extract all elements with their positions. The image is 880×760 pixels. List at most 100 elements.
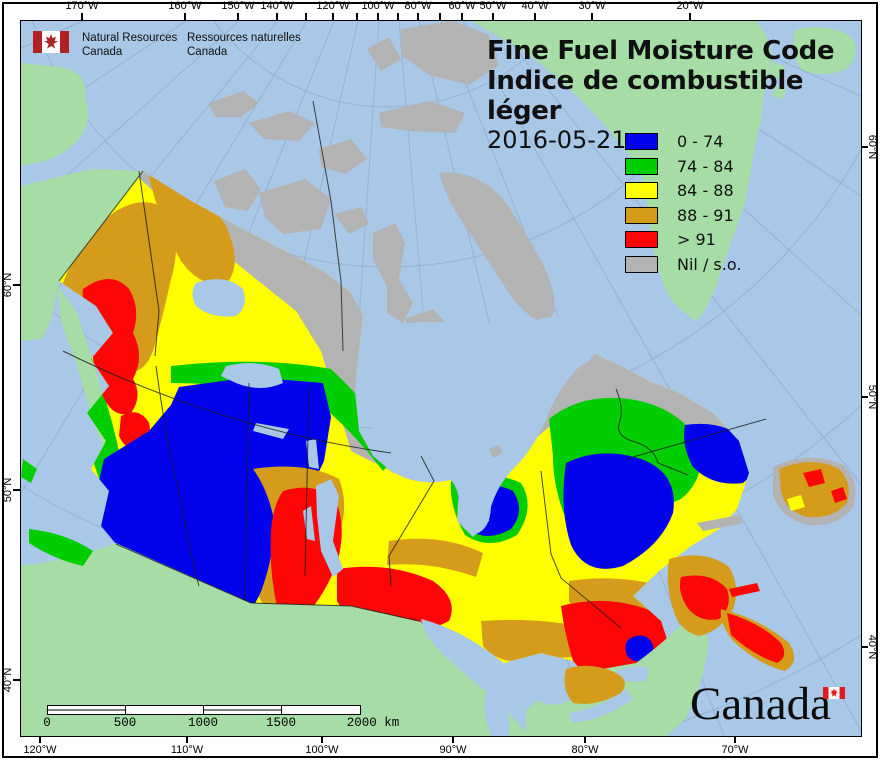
- axis-tick: [861, 146, 868, 148]
- legend-swatch: [625, 255, 658, 273]
- lake-erie: [569, 689, 633, 723]
- axis-tick-label: 100°W: [361, 0, 395, 12]
- alaska: [21, 169, 143, 341]
- legend-item: 0 - 74: [625, 132, 741, 151]
- legend-item-label: > 91: [677, 230, 716, 249]
- axis-tick: [237, 13, 239, 20]
- legend-item: 88 - 91: [625, 205, 741, 225]
- legend-item-label: 74 - 84: [677, 156, 734, 176]
- legend-item: 84 - 88: [625, 181, 741, 200]
- axis-tick-label: 120°W: [23, 744, 57, 756]
- axis-tick: [584, 736, 586, 743]
- axis-tick-label: 50°W: [479, 0, 507, 12]
- axis-tick-label: 40°W: [521, 0, 549, 12]
- axis-tick: [81, 13, 83, 20]
- scale-bar-segment: [126, 706, 204, 714]
- axis-tick-label: 80°W: [404, 0, 432, 12]
- axis-tick: [13, 679, 20, 681]
- legend-swatch: [625, 206, 658, 224]
- chukotka-russia: [21, 63, 88, 166]
- axis-tick: [861, 396, 868, 398]
- scale-bar-label: 2000 km: [346, 716, 400, 730]
- axis-tick: [861, 646, 868, 648]
- scale-bar-segment: [48, 706, 126, 714]
- new-brunswick: [679, 575, 729, 620]
- axis-tick: [13, 489, 20, 491]
- axis-tick-label: 30°W: [578, 0, 606, 12]
- scale-bar-segment: [204, 706, 282, 714]
- scale-bar-label: 500: [113, 716, 137, 730]
- reindeer-lake: [306, 439, 319, 469]
- legend-item-label: 84 - 88: [677, 181, 734, 200]
- axis-tick-label: 110°W: [170, 744, 204, 756]
- province-borders: [58, 100, 767, 629]
- lake-michigan: [484, 692, 509, 736]
- water-bodies: [192, 279, 597, 577]
- usa-west: [21, 543, 526, 736]
- axis-tick: [734, 736, 736, 743]
- axis-tick-label: 150°W: [221, 0, 255, 12]
- legend-item: > 91: [625, 230, 741, 249]
- title-english: Fine Fuel Moisture Code: [487, 36, 835, 66]
- agency-name-fr-2: Canada: [187, 46, 228, 58]
- axis-tick: [417, 13, 419, 20]
- anticosti-island: [697, 515, 743, 531]
- axis-tick-label: 170°W: [65, 0, 99, 12]
- scale-bar-label: 1000: [187, 716, 219, 730]
- axis-tick-label: 120°W: [316, 0, 350, 12]
- axis-tick: [332, 13, 334, 20]
- axis-tick: [461, 13, 463, 20]
- legend-item: 74 - 84: [625, 156, 741, 176]
- axis-tick: [397, 13, 399, 20]
- axis-tick: [439, 13, 441, 20]
- greenland: [471, 21, 772, 321]
- axis-tick: [276, 13, 278, 20]
- iceland: [793, 27, 856, 74]
- axis-tick: [184, 13, 186, 20]
- axis-tick-label: 100°W: [305, 744, 339, 756]
- axis-tick: [13, 284, 20, 286]
- axis-tick-label: 140°W: [260, 0, 294, 12]
- axis-tick-label: 40°N: [2, 667, 14, 693]
- legend-item: Nil / s.o.: [625, 255, 741, 274]
- agency-name-en-2: Canada: [82, 46, 123, 58]
- lake-winnipeg: [316, 479, 343, 577]
- axis-tick-label: 20°W: [676, 0, 704, 12]
- legend-item-label: 0 - 74: [677, 132, 724, 151]
- belcher-islands: [489, 445, 503, 458]
- canada-ffmc-map: [21, 21, 861, 736]
- map-date: 2016-05-21: [487, 126, 627, 154]
- axis-tick-label: 80°W: [571, 744, 599, 756]
- map-canvas: [20, 20, 862, 737]
- axis-tick-label: 70°W: [721, 744, 749, 756]
- agency-name-en-1: Natural Resources: [82, 32, 178, 44]
- ffmc-legend: 0 - 74 74 - 84 84 - 88 88 - 91 > 91 Nil / s.o…: [625, 132, 741, 280]
- legend-swatch: [625, 182, 658, 199]
- great-slave-lake: [221, 363, 283, 388]
- hudson-bay: [362, 315, 597, 534]
- greenland-iceland: [471, 21, 856, 321]
- axis-tick: [39, 736, 41, 743]
- maple-leaf-icon: [44, 34, 58, 49]
- lake-superior: [421, 619, 515, 689]
- axis-tick-label: 60°W: [448, 0, 476, 12]
- coastal-islands: [21, 445, 856, 671]
- axis-tick-label: 50°N: [2, 477, 14, 503]
- axis-tick: [321, 736, 323, 743]
- haida-gwaii: [21, 459, 37, 483]
- arctic-islands: [209, 21, 555, 341]
- legend-swatch: [625, 231, 658, 248]
- axis-tick-label: 160°W: [168, 0, 202, 12]
- axis-tick-label: 60°N: [2, 272, 14, 298]
- vancouver-island: [29, 529, 93, 566]
- axis-tick: [591, 13, 593, 20]
- scale-bar-segment: [282, 706, 360, 714]
- southern-ontario: [564, 665, 625, 704]
- prince-edward-island: [729, 583, 760, 597]
- canada-wordmark: Canada: [690, 678, 831, 730]
- axis-tick-label: 90°W: [439, 744, 467, 756]
- axis-tick: [356, 13, 358, 20]
- legend-item-label: 88 - 91: [677, 205, 734, 225]
- axis-tick: [492, 13, 494, 20]
